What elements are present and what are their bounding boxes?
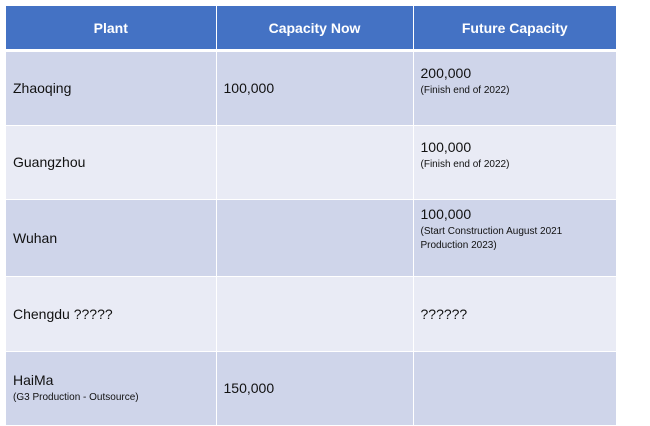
table-row: Guangzhou 100,000 (Finish end of 2022) xyxy=(6,125,616,200)
header-capacity-now: Capacity Now xyxy=(216,6,414,52)
future-capacity-cell: 200,000 (Finish end of 2022) xyxy=(413,50,616,126)
capacity-now-cell: 150,000 xyxy=(216,351,414,426)
future-capacity-value: 200,000 xyxy=(420,65,472,81)
table-row: Chengdu ????? ?????? xyxy=(6,276,616,352)
future-capacity-value: 100,000 xyxy=(420,139,472,155)
plant-note: (G3 Production - Outsource) xyxy=(13,392,139,403)
plant-capacity-table: Plant Capacity Now Future Capacity Zhaoq… xyxy=(6,6,616,426)
future-capacity-cell: ?????? xyxy=(413,276,616,352)
capacity-now-cell: 100,000 xyxy=(216,50,414,126)
future-capacity-cell xyxy=(413,351,616,426)
future-capacity-cell: 100,000 (Finish end of 2022) xyxy=(413,125,616,200)
table-row: Zhaoqing 100,000 200,000 (Finish end of … xyxy=(6,50,616,126)
table-row: Wuhan 100,000 (Start Construction August… xyxy=(6,199,616,277)
plant-cell: HaiMa (G3 Production - Outsource) xyxy=(6,351,217,426)
capacity-now-value: 150,000 xyxy=(223,380,275,396)
plant-name: Guangzhou xyxy=(13,154,86,170)
capacity-now-cell xyxy=(216,125,414,200)
future-capacity-note-line2: Production 2023) xyxy=(420,239,497,251)
capacity-now-value: 100,000 xyxy=(223,80,275,96)
future-capacity-value: 100,000 xyxy=(420,205,472,222)
header-future-capacity: Future Capacity xyxy=(413,6,616,52)
capacity-now-cell xyxy=(216,276,414,352)
plant-cell: Chengdu ????? xyxy=(6,276,217,352)
plant-name: Zhaoqing xyxy=(13,80,72,96)
future-capacity-note: (Finish end of 2022) xyxy=(420,85,510,96)
plant-cell: Zhaoqing xyxy=(6,50,217,126)
plant-name: HaiMa xyxy=(13,372,54,388)
future-capacity-note: (Finish end of 2022) xyxy=(420,159,510,170)
future-capacity-cell: 100,000 (Start Construction August 2021 … xyxy=(413,199,616,277)
plant-name: Chengdu ????? xyxy=(13,305,113,322)
header-row: Plant Capacity Now Future Capacity xyxy=(6,6,616,52)
capacity-now-cell xyxy=(216,199,414,277)
table-row: HaiMa (G3 Production - Outsource) 150,00… xyxy=(6,351,616,426)
future-capacity-note-line1: (Start Construction August 2021 xyxy=(420,225,563,237)
plant-name: Wuhan xyxy=(13,229,58,246)
capacity-table-wrapper: Plant Capacity Now Future Capacity Zhaoq… xyxy=(6,6,616,426)
plant-cell: Wuhan xyxy=(6,199,217,277)
future-capacity-value: ?????? xyxy=(420,305,468,322)
header-plant: Plant xyxy=(6,6,217,52)
plant-cell: Guangzhou xyxy=(6,125,217,200)
